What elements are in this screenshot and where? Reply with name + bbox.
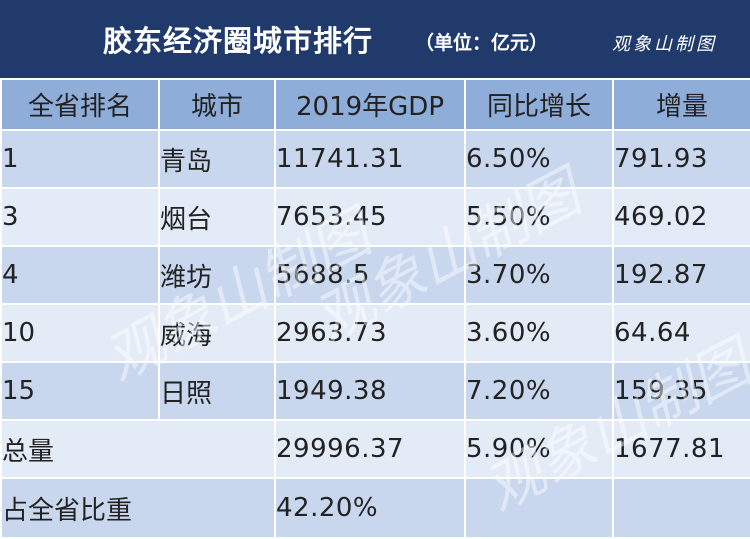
table-row: 3 烟台 7653.45 5.50% 469.02 (0, 187, 750, 247)
table-row: 4 潍坊 5688.5 3.70% 192.87 (0, 245, 750, 305)
column-header-rank: 全省排名 (0, 78, 160, 131)
rank-cell: 1 (0, 129, 160, 189)
empty-cell (612, 477, 750, 539)
rank-cell: 15 (0, 361, 160, 421)
share-row: 占全省比重 42.20% (0, 477, 750, 539)
column-header-increase: 增量 (612, 78, 750, 131)
growth-cell: 6.50% (464, 129, 614, 189)
growth-cell: 7.20% (464, 361, 614, 421)
city-cell: 日照 (158, 361, 276, 421)
growth-cell: 3.70% (464, 245, 614, 305)
column-header-gdp: 2019年GDP (274, 78, 466, 131)
gdp-cell: 1949.38 (274, 361, 466, 421)
gdp-cell: 2963.73 (274, 303, 466, 363)
increase-cell: 192.87 (612, 245, 750, 305)
total-label: 总量 (0, 419, 276, 479)
unit-label: （单位：亿元） (415, 32, 549, 54)
total-growth-cell: 5.90% (464, 419, 614, 479)
share-label: 占全省比重 (0, 477, 276, 539)
gdp-cell: 5688.5 (274, 245, 466, 305)
gdp-cell: 11741.31 (274, 129, 466, 189)
increase-cell: 64.64 (612, 303, 750, 363)
total-gdp-cell: 29996.37 (274, 419, 466, 479)
gdp-cell: 7653.45 (274, 187, 466, 247)
city-cell: 威海 (158, 303, 276, 363)
chart-title: 胶东经济圈城市排行 (103, 24, 374, 58)
rank-cell: 3 (0, 187, 160, 247)
city-cell: 青岛 (158, 129, 276, 189)
city-cell: 烟台 (158, 187, 276, 247)
rank-cell: 4 (0, 245, 160, 305)
increase-cell: 791.93 (612, 129, 750, 189)
growth-cell: 5.50% (464, 187, 614, 247)
rank-cell: 10 (0, 303, 160, 363)
brand-signature: 观象山制图 (612, 34, 717, 55)
growth-cell: 3.60% (464, 303, 614, 363)
column-header-city: 城市 (158, 78, 276, 131)
city-cell: 潍坊 (158, 245, 276, 305)
share-gdp-cell: 42.20% (274, 477, 466, 539)
table-header-row: 全省排名 城市 2019年GDP 同比增长 增量 (0, 78, 750, 131)
total-row: 总量 29996.37 5.90% 1677.81 (0, 419, 750, 479)
table-row: 10 威海 2963.73 3.60% 64.64 (0, 303, 750, 363)
title-bar: 胶东经济圈城市排行 （单位：亿元） 观象山制图 (0, 0, 750, 78)
increase-cell: 469.02 (612, 187, 750, 247)
table-row: 15 日照 1949.38 7.20% 159.35 (0, 361, 750, 421)
ranking-table: 全省排名 城市 2019年GDP 同比增长 增量 1 青岛 11741.31 6… (0, 78, 750, 539)
increase-cell: 159.35 (612, 361, 750, 421)
table-row: 1 青岛 11741.31 6.50% 791.93 (0, 129, 750, 189)
empty-cell (464, 477, 614, 539)
total-increase-cell: 1677.81 (612, 419, 750, 479)
column-header-growth: 同比增长 (464, 78, 614, 131)
